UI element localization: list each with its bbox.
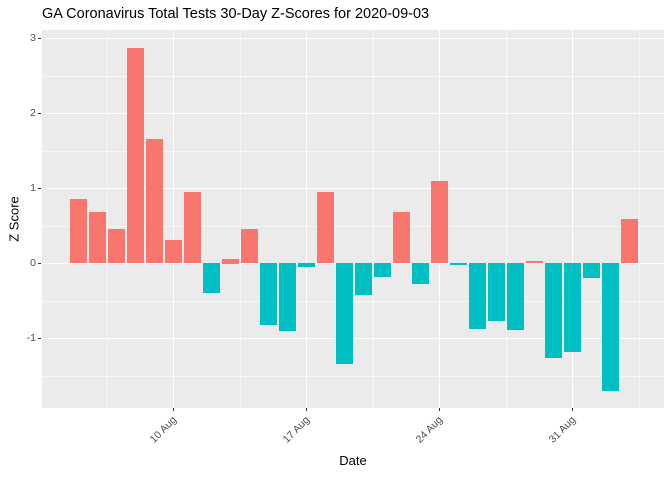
gridline-x-minor — [240, 30, 241, 408]
y-tick-mark — [38, 38, 41, 39]
x-tick-label: 24 Aug — [413, 414, 446, 446]
bar — [222, 259, 239, 264]
y-tick-label: -1 — [26, 332, 36, 344]
bar — [184, 192, 201, 263]
gridline-y-major — [42, 338, 664, 339]
bar — [355, 263, 372, 295]
bar — [469, 263, 486, 329]
plot-panel — [42, 30, 664, 408]
bar — [602, 263, 619, 391]
bar — [621, 219, 638, 263]
y-axis-title: Z Score — [6, 196, 22, 242]
bar — [241, 229, 258, 263]
gridline-x-major — [572, 30, 573, 408]
gridline-x-minor — [107, 30, 108, 408]
x-tick-label: 17 Aug — [280, 414, 313, 446]
y-tick-mark — [38, 188, 41, 189]
gridline-y-minor — [42, 226, 664, 227]
bar — [583, 263, 600, 278]
gridline-y-minor — [42, 376, 664, 377]
bar — [108, 229, 125, 263]
bar — [374, 263, 391, 277]
y-tick-label: 1 — [30, 182, 36, 194]
x-tick-mark — [439, 408, 440, 411]
bar — [393, 212, 410, 263]
y-tick-mark — [38, 338, 41, 339]
bar — [317, 192, 334, 263]
gridline-x-minor — [639, 30, 640, 408]
gridline-y-major — [42, 188, 664, 189]
y-tick-mark — [38, 113, 41, 114]
bar — [450, 263, 467, 265]
gridline-y-major — [42, 113, 664, 114]
gridline-x-major — [306, 30, 307, 408]
gridline-x-major — [173, 30, 174, 408]
bar — [279, 263, 296, 331]
bar — [564, 263, 581, 352]
gridline-y-major — [42, 263, 664, 264]
bar — [488, 263, 505, 321]
chart-title: GA Coronavirus Total Tests 30-Day Z-Scor… — [42, 6, 430, 22]
bar — [412, 263, 429, 284]
bar — [165, 240, 182, 263]
bar — [298, 263, 315, 267]
bar — [89, 212, 106, 263]
bar — [526, 261, 543, 263]
x-tick-mark — [306, 408, 307, 411]
x-tick-mark — [572, 408, 573, 411]
bar — [260, 263, 277, 325]
y-tick-label: 2 — [30, 107, 36, 119]
gridline-x-minor — [373, 30, 374, 408]
x-tick-label: 10 Aug — [147, 414, 180, 446]
gridline-y-minor — [42, 76, 664, 77]
bar — [146, 139, 163, 263]
bar — [203, 263, 220, 293]
bar — [507, 263, 524, 330]
bar — [431, 181, 448, 263]
bar — [545, 263, 562, 358]
x-tick-label: 31 Aug — [546, 414, 579, 446]
bar — [70, 199, 87, 263]
gridline-y-major — [42, 38, 664, 39]
y-tick-mark — [38, 263, 41, 264]
y-tick-label: 0 — [30, 257, 36, 269]
bar — [336, 263, 353, 364]
gridline-x-minor — [506, 30, 507, 408]
y-tick-label: 3 — [30, 32, 36, 44]
bar — [127, 48, 144, 263]
x-axis-title: Date — [339, 453, 367, 468]
gridline-y-minor — [42, 151, 664, 152]
x-tick-mark — [173, 408, 174, 411]
gridline-y-minor — [42, 301, 664, 302]
